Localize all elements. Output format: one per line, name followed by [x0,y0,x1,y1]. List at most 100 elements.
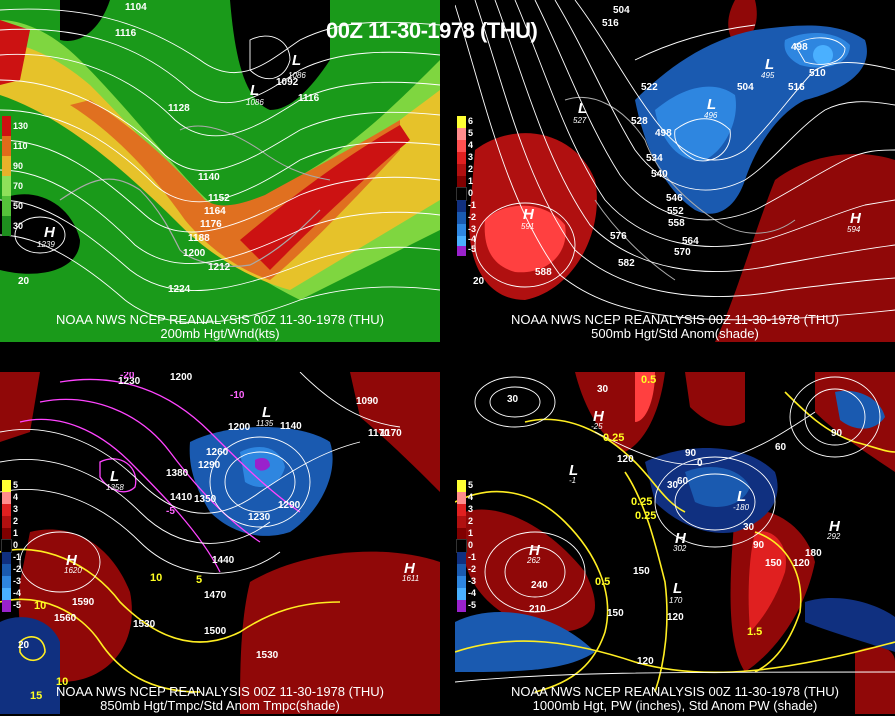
contour-label: 1188 [188,233,210,244]
legend-swatch [2,116,11,136]
legend-label: -3 [13,576,22,586]
panel-caption-source: NOAA NWS NCEP REANALYSIS 00Z 11-30-1978 … [511,312,839,327]
contour-label: 0 [697,458,703,469]
legend-swatch [457,224,466,236]
panel-500mb: 6 5 4 3 2 1 0 -1 -2 -3 -4 -5 504 516 510… [455,0,895,342]
map-1000mb [455,372,895,714]
legend-swatch [457,588,466,600]
legend-label: 2 [468,516,474,526]
contour-label: 498 [791,42,808,53]
legend-swatch [1,539,12,553]
low-center-symbol: L [765,56,775,73]
low-center-symbol: L [569,462,579,479]
contour-label: 1140 [198,172,220,183]
low-center-symbol: L [292,52,302,69]
high-center-symbol: H [675,530,686,547]
center-value: 495 [761,71,775,80]
legend-label: -3 [468,576,477,586]
map-500mb [455,0,895,342]
legend-label: 3 [13,504,19,514]
contour-label: 20 [18,276,30,287]
legend-swatch [2,156,11,176]
legend-swatch [456,187,467,201]
legend-label: -4 [468,588,477,598]
legend-label: 130 [13,121,29,131]
center-value: 496 [704,111,718,120]
contour-label: 1470 [204,590,227,601]
panel-850mb: 5 4 3 2 1 0 -1 -2 -3 -4 -5 1230 1200 117… [0,372,440,714]
center-value: 498 [655,128,672,139]
low-center-symbol: L [250,82,260,99]
contour-label: 546 [666,193,683,204]
legend-swatch [2,600,11,612]
contour-label: 1380 [166,468,189,479]
legend-label: 4 [13,492,19,502]
contour-label: 120 [667,612,684,623]
high-center-symbol: H [66,552,77,569]
temperature-label: 10 [56,676,69,688]
legend-swatch [2,552,11,564]
legend-label: 5 [468,480,474,490]
contour-label: 240 [531,580,548,591]
temperature-label: 10 [34,600,47,612]
high-center-symbol: H [850,210,861,227]
center-value: 591 [521,222,535,231]
legend-swatch [457,176,466,188]
legend-swatch [2,176,11,196]
center-value: 527 [573,116,587,125]
legend-swatch [2,216,11,236]
legend-label: 90 [13,161,24,171]
legend-850mb: 5 4 3 2 1 0 -1 -2 -3 -4 -5 [1,480,44,620]
legend-label: 0 [468,540,474,550]
legend-1000mb: 5 4 3 2 1 0 -1 -2 -3 -4 -5 [456,480,499,620]
legend-label: 70 [13,181,24,191]
panel-caption-source: NOAA NWS NCEP REANALYSIS 00Z 11-30-1978 … [56,684,384,699]
contour-label: 504 [613,5,630,16]
contour-label: 180 [805,548,822,559]
temperature-label: 15 [30,690,43,702]
center-value: 1611 [402,574,420,583]
panel-1000mb: 5 4 3 2 1 0 -1 -2 -3 -4 -5 30 30 90 120 … [455,372,895,714]
legend-swatch [457,116,466,128]
legend-swatch [2,576,11,588]
legend-swatch [457,576,466,588]
legend-label: 4 [468,492,474,502]
legend-label: -1 [468,552,477,562]
legend-swatch [457,236,466,246]
center-value: 170 [669,596,683,605]
legend-swatch [457,212,466,224]
contour-label: 1090 [356,396,379,407]
contour-label: 1530 [256,650,279,661]
contour-label: 90 [685,448,697,459]
contour-label: 588 [535,267,552,278]
low-center-symbol: L [737,488,747,505]
legend-label: 3 [468,152,474,162]
contour-label: 570 [674,247,691,258]
contour-label: 90 [753,540,765,551]
center-value: 302 [673,544,687,553]
contour-label: 1290 [278,500,301,511]
center-value: 262 [527,556,541,565]
center-value: 594 [847,225,861,234]
contour-label: 30 [667,480,679,491]
contour-label: 20 [473,276,485,287]
contour-label: 552 [667,206,684,217]
contour-label: 582 [618,258,635,269]
main-title: 00Z 11-30-1978 (THU) [326,18,538,43]
low-center-symbol: L [110,468,120,485]
contour-label: 1212 [208,262,231,273]
contour-label: 1224 [168,284,191,295]
legend-label: -4 [13,588,22,598]
legend-label: 2 [13,516,19,526]
legend-label: -2 [468,212,477,222]
pw-label: 0.5 [641,374,657,386]
panel-caption-field: 1000mb Hgt, PW (inches), Std Anom PW (sh… [532,698,818,713]
legend-swatch [457,480,466,492]
high-center-symbol: H [829,518,840,535]
legend-swatch [457,492,466,504]
contour-label: 576 [610,231,627,242]
contour-label: 1410 [170,492,193,503]
low-center-symbol: L [707,96,717,113]
contour-label: 1092 [276,77,299,88]
contour-label: 1200 [183,248,206,259]
